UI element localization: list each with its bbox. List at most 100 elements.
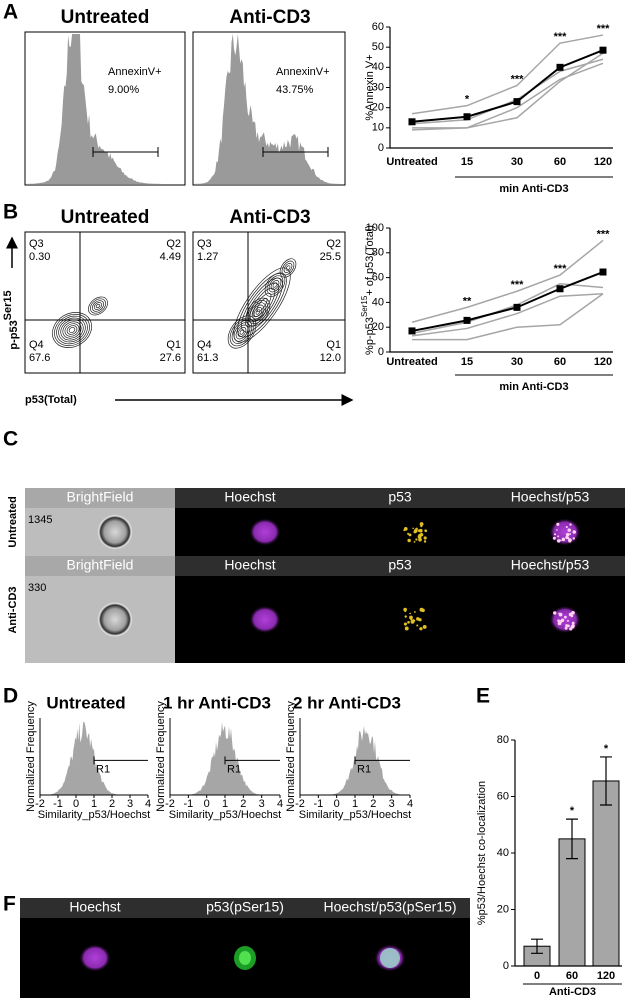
x-tick-label: 0	[334, 798, 340, 810]
contour	[91, 300, 105, 312]
cell-image	[403, 607, 407, 612]
series-line	[411, 34, 604, 115]
channel-label: Hoechst	[224, 489, 275, 505]
contour	[244, 282, 280, 328]
cell-image	[556, 529, 558, 531]
y-tick-label: 20	[497, 903, 509, 915]
plot-title: 2 hr Anti-CD3	[293, 693, 401, 712]
cell-image	[407, 538, 411, 543]
quadrant-name: Q3	[197, 238, 212, 250]
hist-title: Anti-CD3	[229, 7, 310, 28]
quadrant-value: 67.6	[29, 352, 50, 364]
row-label: Anti-CD3	[7, 586, 19, 633]
gate-label: AnnexinV+	[108, 66, 162, 78]
plot-frame	[24, 231, 186, 374]
series-line	[411, 292, 604, 337]
data-point	[463, 113, 471, 121]
contour	[252, 292, 272, 318]
cell-image	[572, 530, 577, 534]
cell-image	[417, 529, 421, 532]
y-axis-label: Normalized Frequency	[25, 701, 37, 812]
axes	[389, 228, 613, 353]
x-tick-label: 1	[91, 798, 97, 810]
x-tick-label: 15	[461, 356, 473, 368]
y-tick-label: 0	[378, 142, 384, 154]
panel-label: B	[3, 201, 18, 224]
gate-label: R1	[357, 763, 371, 775]
channel-label: BrightField	[67, 489, 134, 505]
channel-label: BrightField	[67, 557, 134, 573]
cell-image	[404, 626, 409, 631]
cell-image	[565, 624, 569, 628]
quadrant-value: 27.6	[160, 352, 181, 364]
plot-frame	[192, 231, 346, 374]
cell-image	[419, 533, 424, 537]
channel-label: Hoechst/p53	[511, 557, 590, 573]
quadrant-name: Q2	[326, 238, 341, 250]
x-tick-label: 3	[127, 798, 133, 810]
plot-title: Untreated	[46, 693, 125, 712]
histograms	[26, 34, 344, 184]
y-axis-label-sup: Ser15	[360, 295, 369, 317]
data-point	[599, 268, 607, 276]
data-point	[556, 63, 564, 71]
cell-image	[413, 611, 416, 613]
cell-image	[570, 614, 574, 618]
quadrant-name: Q3	[29, 238, 44, 250]
cell-image	[559, 539, 562, 542]
x-tick-label: -2	[165, 798, 175, 810]
cell-image	[418, 537, 422, 542]
x-tick-label: -2	[295, 798, 305, 810]
data-point	[408, 327, 416, 335]
cell-image	[549, 518, 581, 546]
y-tick-label: 50	[372, 41, 384, 53]
cell-image	[239, 951, 251, 965]
gate-value: 43.75%	[276, 84, 314, 96]
image-header	[475, 556, 625, 576]
contours	[51, 258, 297, 349]
cell-image	[553, 611, 557, 615]
x-tick-label: 0	[204, 798, 210, 810]
hist-frame	[192, 31, 346, 186]
x-axis-label: Similarity_p53/Hoechst	[169, 809, 282, 821]
x-tick-label: 4	[145, 798, 151, 810]
cell-image	[564, 626, 568, 630]
cell-image	[553, 533, 557, 536]
channel-label: Hoechst	[224, 557, 275, 573]
x-tick-label: -2	[35, 798, 45, 810]
x-axis-label: Similarity_p53/Hoechst	[299, 809, 412, 821]
y-tick-label: 40	[372, 61, 384, 73]
cell-image	[565, 532, 570, 537]
cell-image	[424, 529, 428, 533]
image-header	[175, 556, 325, 576]
x-tick-label: Untreated	[386, 156, 437, 168]
contour	[279, 258, 297, 278]
contour	[283, 263, 293, 273]
x-tick-label: 30	[511, 156, 523, 168]
contour	[60, 319, 84, 341]
series-line	[411, 52, 604, 131]
cell-image	[569, 523, 572, 526]
y-tick-label: 30	[372, 81, 384, 93]
y-axis-label: %p53/Hoechst co-localization	[476, 781, 488, 925]
cell-image	[409, 615, 413, 620]
annotation: ***	[597, 23, 611, 35]
channel-label: p53	[388, 489, 412, 505]
contour	[241, 277, 283, 333]
cell-image	[413, 540, 416, 543]
cell-image	[404, 615, 407, 618]
x-tick-label: 120	[597, 970, 615, 982]
y-tick-label: 80	[372, 247, 384, 259]
contour	[237, 272, 287, 338]
series-line	[411, 271, 604, 332]
y-axis-label: %Annexin V+	[364, 54, 376, 120]
cell-image	[97, 514, 133, 550]
contour	[93, 302, 103, 310]
gate-label: AnnexinV+	[276, 66, 330, 78]
cell-image	[569, 533, 572, 535]
contour	[237, 327, 247, 337]
cell-image	[565, 525, 568, 529]
image-header	[175, 488, 325, 508]
